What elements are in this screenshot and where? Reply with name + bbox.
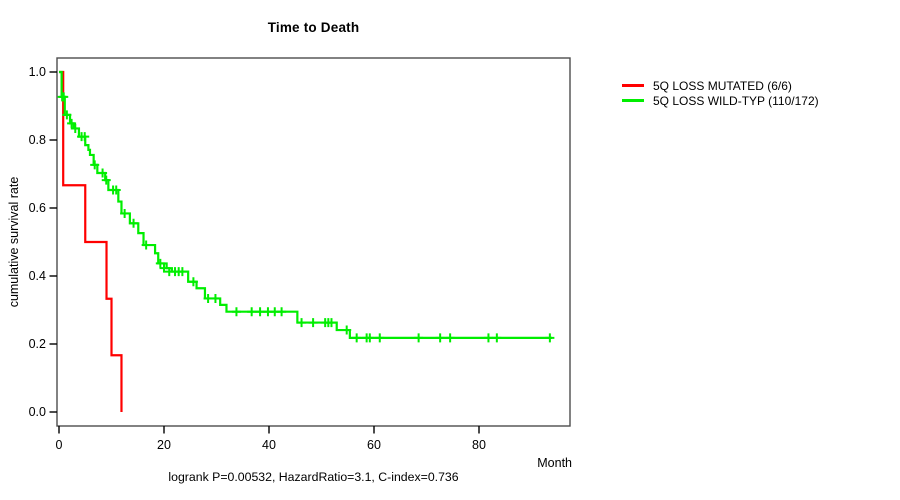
censor-mark (255, 307, 265, 317)
censor-mark (375, 333, 385, 343)
survival-curve-1 (59, 70, 552, 339)
censor-mark (545, 333, 555, 343)
x-tick-label: 60 (367, 438, 381, 452)
censor-mark (414, 333, 424, 343)
censor-mark (365, 333, 375, 343)
censor-mark (159, 263, 169, 273)
censor-mark (492, 333, 502, 343)
censor-mark (120, 208, 130, 218)
censor-mark (62, 110, 72, 120)
chart-title: Time to Death (267, 20, 360, 35)
legend-swatch-mutated (622, 84, 644, 87)
censor-mark (247, 307, 257, 317)
censor-mark (210, 293, 220, 303)
legend: 5Q LOSS MUTATED (6/6) 5Q LOSS WILD-TYP (… (622, 78, 819, 108)
censor-mark (352, 333, 362, 343)
y-tick-label: 0.6 (28, 201, 46, 215)
y-tick-label: 0.4 (28, 269, 46, 283)
y-tick-label: 0.0 (28, 405, 46, 419)
censor-mark (435, 333, 445, 343)
censor-mark (141, 240, 151, 250)
plot-frame (56, 57, 571, 427)
y-tick-label: 1.0 (28, 65, 46, 79)
censor-mark (188, 277, 198, 287)
legend-swatch-wildtype (622, 99, 644, 102)
legend-label-wildtype: 5Q LOSS WILD-TYP (110/172) (653, 93, 819, 108)
censor-mark (483, 333, 493, 343)
censor-mark (177, 267, 187, 277)
y-tick-label: 0.2 (28, 337, 46, 351)
y-tick-label: 0.8 (28, 133, 46, 147)
censor-mark (297, 318, 307, 328)
y-axis-title: cumulative survival rate (7, 176, 21, 308)
censor-mark (90, 160, 100, 170)
censor-mark (342, 325, 352, 335)
censor-mark (155, 258, 165, 268)
legend-label-mutated: 5Q LOSS MUTATED (6/6) (653, 78, 792, 93)
censor-mark (98, 168, 108, 178)
x-tick-label: 40 (262, 438, 276, 452)
censor-mark (67, 118, 77, 128)
x-tick-label: 80 (472, 438, 486, 452)
survival-curve-0 (59, 70, 123, 412)
censor-mark (129, 218, 139, 228)
legend-row-mutated: 5Q LOSS MUTATED (6/6) (622, 78, 819, 93)
legend-row-wildtype: 5Q LOSS WILD-TYP (110/172) (622, 93, 819, 108)
x-tick-label: 0 (55, 438, 63, 452)
censor-mark (326, 318, 336, 328)
censor-mark (101, 175, 111, 185)
x-tick-label: 20 (157, 438, 171, 452)
censor-mark (231, 307, 241, 317)
censor-mark (59, 92, 69, 102)
censor-mark (111, 185, 121, 195)
censor-mark (445, 333, 455, 343)
censor-mark (80, 132, 90, 142)
censor-mark (277, 307, 287, 317)
censor-mark (308, 318, 318, 328)
statistics-footnote: logrank P=0.00532, HazardRatio=3.1, C-in… (168, 470, 459, 484)
censor-mark (70, 123, 80, 133)
x-axis-title: Month (537, 456, 572, 470)
